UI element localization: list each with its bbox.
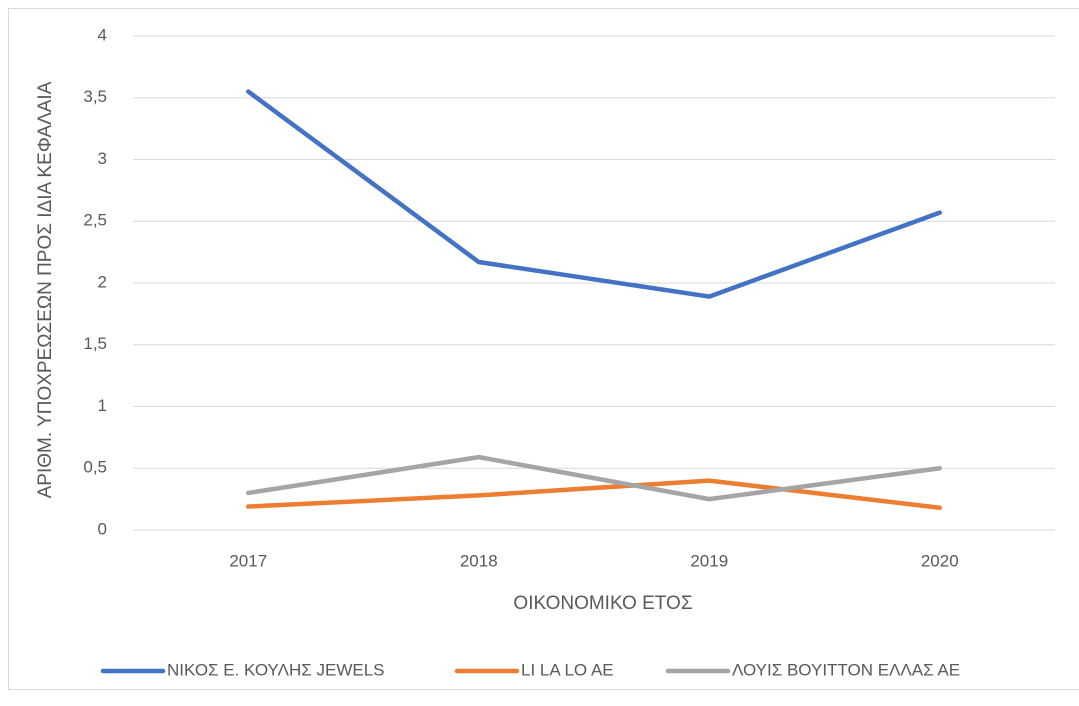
y-tick-label: 1	[98, 396, 107, 415]
y-tick-label: 1,5	[83, 334, 107, 353]
y-tick-label: 3	[98, 149, 107, 168]
x-axis-title: ΟΙΚΟΝΟΜΙΚΟ ΕΤΟΣ	[513, 593, 692, 614]
x-tick-label: 2018	[460, 551, 498, 570]
x-tick-label: 2020	[921, 551, 959, 570]
series-line	[246, 89, 942, 299]
y-tick-label: 0,5	[83, 458, 107, 477]
y-tick-label: 2,5	[83, 211, 107, 230]
y-tick-label: 4	[98, 25, 107, 44]
legend-label: ΝΙΚΟΣ Ε. ΚΟΥΛΗΣ JEWELS	[167, 660, 385, 679]
legend-label: ΛΟΥΙΣ ΒΟΥΙΤΤΟΝ ΕΛΛΑΣ ΑΕ	[732, 660, 960, 679]
x-tick-label: 2019	[690, 551, 728, 570]
y-tick-label: 2	[98, 272, 107, 291]
legend-label: LI LA LO AE	[521, 660, 614, 679]
series-line	[246, 454, 942, 502]
x-tick-label: 2017	[229, 551, 267, 570]
y-tick-label: 3,5	[83, 87, 107, 106]
chart-border	[8, 8, 1079, 690]
series-line	[246, 478, 942, 511]
y-axis-title: ΑΡΙΘΜ. ΥΠΟΧΡΕΩΣΕΩΝ ΠΡΟΣ ΙΔΙΑ ΚΕΦΑΛΑΙΑ	[35, 81, 56, 498]
y-tick-label: 0	[98, 519, 107, 538]
